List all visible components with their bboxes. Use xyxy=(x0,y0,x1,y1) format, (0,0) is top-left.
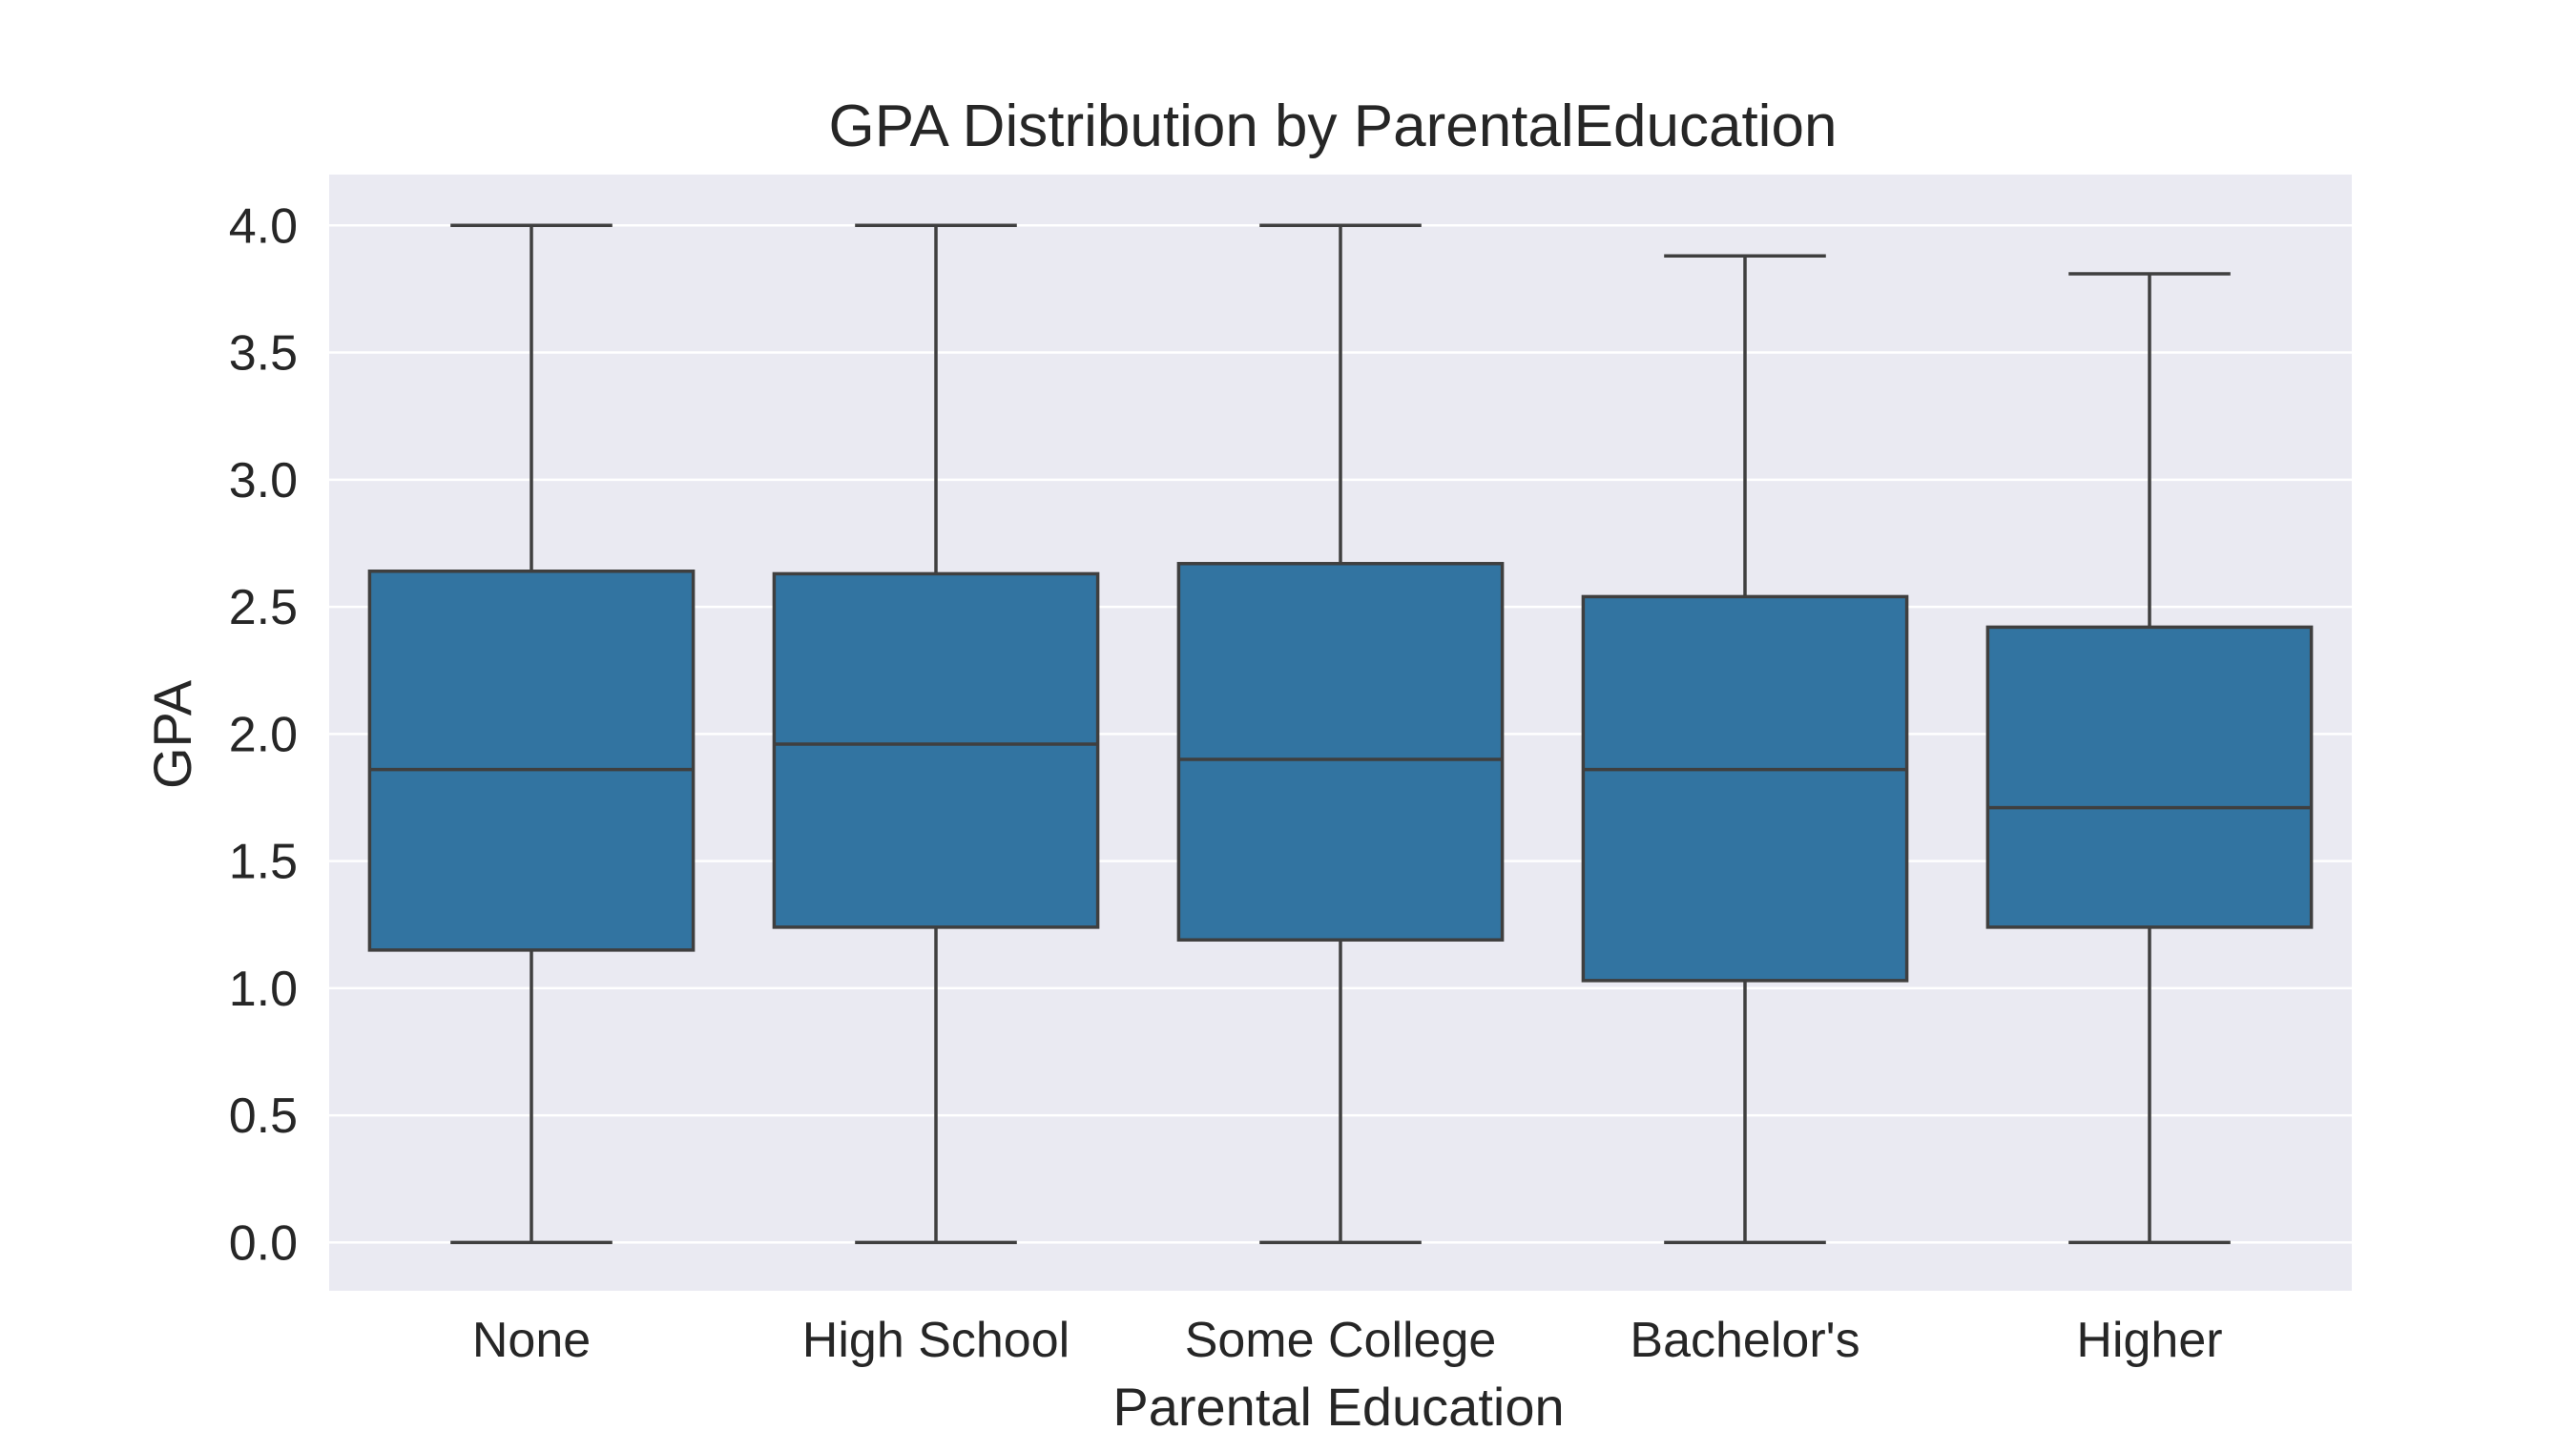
y-tick-label: 4.0 xyxy=(229,198,298,254)
box-iqr xyxy=(367,570,696,952)
x-tick-label: Some College xyxy=(1185,1313,1497,1368)
box-group xyxy=(1176,223,1505,1245)
box-group xyxy=(1985,272,2314,1245)
box-iqr xyxy=(772,571,1100,929)
y-tick-label: 0.0 xyxy=(229,1215,298,1271)
x-axis-ticks: None High School Some College Bachelor's Hig… xyxy=(472,1313,2223,1368)
y-tick-label: 3.5 xyxy=(229,326,298,382)
y-tick-label: 1.5 xyxy=(229,835,298,890)
box-iqr xyxy=(1176,562,1505,942)
y-tick-label: 3.0 xyxy=(229,453,298,508)
box-series xyxy=(367,223,2314,1245)
y-axis-ticks: 0.0 0.5 1.0 1.5 2.0 2.5 3.0 3.5 4.0 xyxy=(229,198,298,1271)
y-tick-label: 1.0 xyxy=(229,962,298,1017)
box-iqr xyxy=(1985,625,2314,929)
x-axis-label: Parental Education xyxy=(1112,1377,1564,1431)
box-group xyxy=(1581,254,1909,1245)
y-tick-label: 0.5 xyxy=(229,1089,298,1144)
box-iqr xyxy=(1581,594,1909,983)
x-tick-label: High School xyxy=(802,1313,1070,1368)
y-tick-label: 2.5 xyxy=(229,580,298,635)
y-axis-label: GPA xyxy=(142,679,202,789)
box-group xyxy=(772,223,1100,1245)
x-tick-label: None xyxy=(472,1313,591,1368)
box-group xyxy=(367,223,696,1245)
chart-title: GPA Distribution by ParentalEducation xyxy=(829,93,1838,159)
y-tick-label: 2.0 xyxy=(229,707,298,762)
x-tick-label: Higher xyxy=(2076,1313,2222,1368)
x-tick-label: Bachelor's xyxy=(1630,1313,1859,1368)
